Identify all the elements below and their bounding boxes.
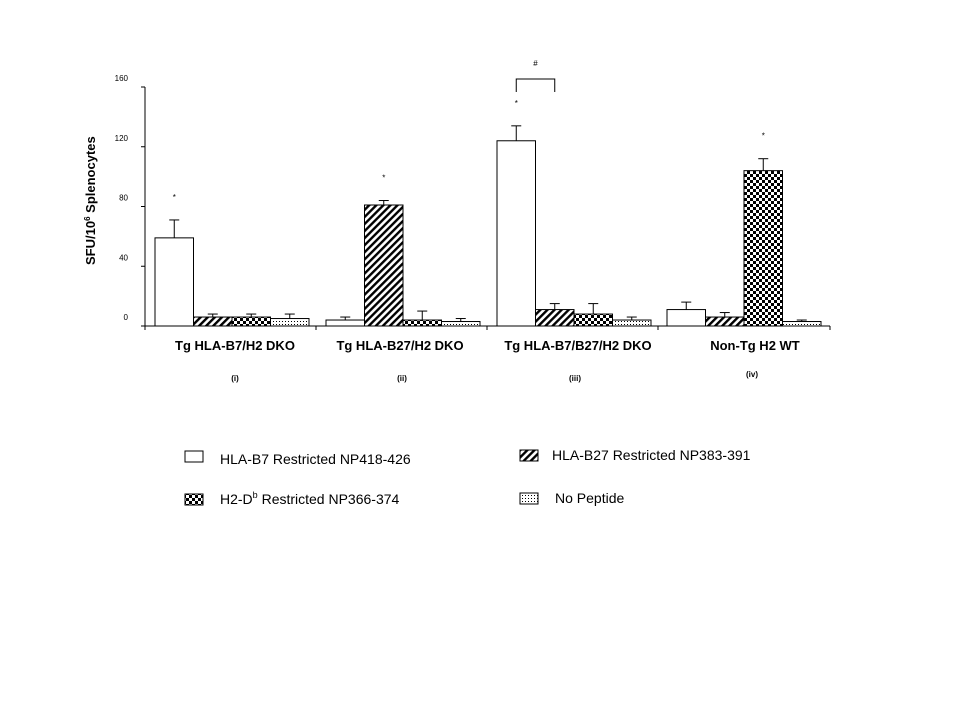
bar bbox=[535, 309, 575, 327]
legend-label-hla-b7: HLA-B7 Restricted NP418-426 bbox=[220, 451, 411, 467]
x-category-sublabel: (ii) bbox=[397, 374, 407, 383]
y-tick-label: 120 bbox=[115, 134, 129, 143]
bar bbox=[573, 313, 613, 327]
x-category-sublabel: (iv) bbox=[746, 370, 758, 379]
x-axis-labels: Tg HLA-B7/H2 DKO Tg HLA-B27/H2 DKO Tg HLA-… bbox=[175, 338, 800, 383]
bar bbox=[612, 319, 652, 327]
legend-item-hla-b7: HLA-B7 Restricted NP418-426 bbox=[184, 450, 411, 467]
x-category-label: Tg HLA-B27/H2 DKO bbox=[336, 338, 463, 353]
bar bbox=[193, 316, 233, 327]
legend-swatch-no-peptide bbox=[519, 492, 539, 505]
bar bbox=[441, 321, 481, 327]
y-tick-label: 80 bbox=[119, 194, 128, 203]
x-category-sublabel: (i) bbox=[231, 374, 239, 383]
legend-label-h2-db: H2-Db Restricted NP366-374 bbox=[220, 490, 400, 507]
legend-swatch-hla-b7 bbox=[184, 450, 204, 463]
bar bbox=[154, 237, 194, 327]
legend-label-no-peptide: No Peptide bbox=[555, 490, 624, 506]
legend-item-hla-b27: HLA-B27 Restricted NP383-391 bbox=[519, 447, 751, 463]
x-category-sublabel: (iii) bbox=[569, 374, 581, 383]
x-category-label: Tg HLA-B7/H2 DKO bbox=[175, 338, 295, 353]
significance-mark: * bbox=[173, 193, 176, 202]
significance-mark: * bbox=[382, 174, 385, 183]
bar bbox=[705, 316, 745, 327]
y-tick-label: 40 bbox=[119, 253, 128, 262]
legend-label-hla-b27: HLA-B27 Restricted NP383-391 bbox=[552, 447, 751, 463]
legend-swatch-hla-b27 bbox=[519, 449, 539, 462]
bar bbox=[231, 316, 271, 327]
bracket-label: # bbox=[533, 59, 538, 68]
bars bbox=[154, 140, 822, 327]
y-axis-label: SFU/106 Splenocytes bbox=[83, 136, 98, 265]
y-tick-label: 0 bbox=[124, 313, 129, 322]
x-category-label: Non-Tg H2 WT bbox=[710, 338, 800, 353]
bar bbox=[782, 321, 822, 327]
significance-bracket bbox=[515, 78, 556, 92]
annotations: * * * * # bbox=[173, 59, 765, 202]
bar bbox=[496, 140, 536, 327]
bar bbox=[325, 319, 365, 327]
error-bars bbox=[169, 125, 807, 322]
bar bbox=[364, 204, 404, 327]
bar bbox=[270, 318, 310, 327]
legend-item-no-peptide: No Peptide bbox=[519, 490, 624, 506]
bar bbox=[402, 319, 442, 327]
x-category-label: Tg HLA-B7/B27/H2 DKO bbox=[504, 338, 651, 353]
bar bbox=[743, 170, 783, 327]
axes: 0 40 80 120 160 bbox=[115, 74, 831, 330]
legend-swatch-h2-db bbox=[184, 493, 204, 506]
bar bbox=[666, 309, 706, 327]
significance-mark: * bbox=[515, 99, 518, 108]
y-tick-label: 160 bbox=[115, 74, 129, 83]
legend-item-h2-db: H2-Db Restricted NP366-374 bbox=[184, 490, 400, 507]
significance-mark: * bbox=[762, 132, 765, 141]
legend: HLA-B7 Restricted NP418-426 HLA-B27 Rest… bbox=[184, 447, 751, 507]
